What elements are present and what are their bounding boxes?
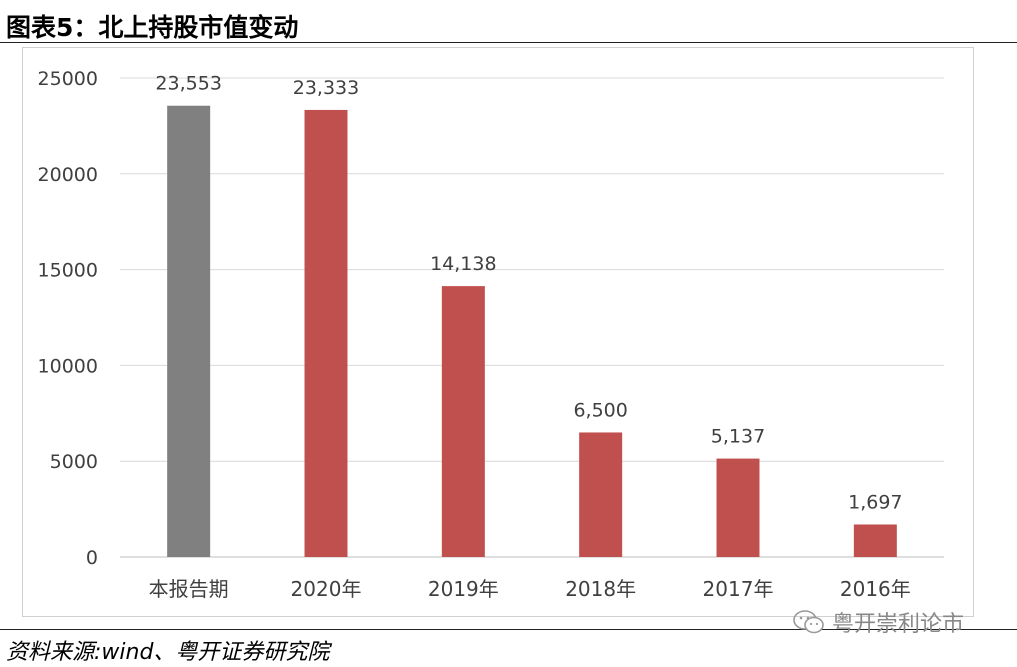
y-tick-label: 0	[86, 547, 98, 569]
bar	[441, 286, 485, 557]
bar	[716, 458, 760, 557]
data-label: 5,137	[711, 426, 765, 448]
y-tick-label: 10000	[38, 355, 98, 377]
watermark: 粤开崇利论市	[792, 606, 964, 638]
x-tick-label: 2019年	[428, 577, 499, 601]
x-tick-label: 2016年	[840, 577, 911, 601]
bar	[304, 109, 348, 557]
title-divider	[0, 42, 1017, 43]
data-label: 6,500	[573, 399, 627, 421]
y-tick-label: 15000	[38, 260, 98, 282]
x-tick-label: 2018年	[565, 577, 636, 601]
source-divider	[0, 629, 1017, 630]
bar	[579, 432, 623, 557]
data-label: 1,697	[848, 491, 902, 513]
x-tick-label: 本报告期	[149, 577, 229, 601]
wechat-icon	[793, 610, 824, 634]
bar	[167, 105, 211, 557]
data-label: 23,333	[293, 77, 359, 99]
figure-title: 图表5：北上持股市值变动	[6, 13, 299, 42]
data-label: 14,138	[430, 253, 496, 275]
x-tick-label: 2020年	[291, 577, 362, 601]
watermark-text: 粤开崇利论市	[832, 612, 965, 637]
y-tick-label: 25000	[38, 68, 98, 90]
source-note: 资料来源:wind、粤开证券研究院	[6, 640, 330, 665]
x-tick-label: 2017年	[703, 577, 774, 601]
data-label: 23,553	[155, 73, 221, 95]
y-tick-label: 20000	[38, 164, 98, 186]
bar	[853, 524, 897, 557]
y-tick-label: 5000	[50, 451, 98, 473]
